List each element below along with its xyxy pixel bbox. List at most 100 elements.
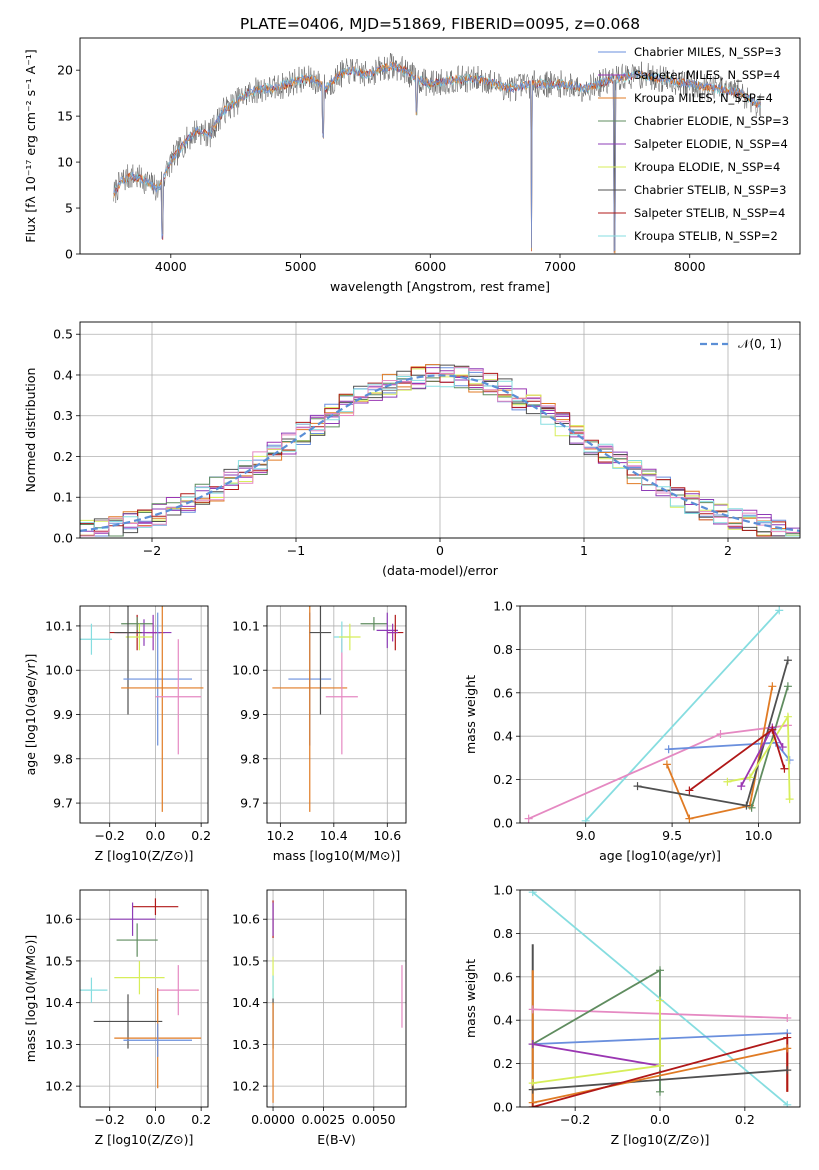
x-tick-label: 0.0 <box>650 1112 670 1127</box>
axes-frame <box>266 605 407 824</box>
plus-marker <box>783 1044 792 1053</box>
y-tick-label: 10.1 <box>232 618 260 633</box>
histogram-step-pink <box>80 366 800 537</box>
x-axis-label: (data-model)/error <box>382 563 499 578</box>
weight-line-kroupa-miles <box>666 686 774 820</box>
x-tick-label: 6000 <box>414 259 446 274</box>
y-tick-label: 10.3 <box>45 1037 73 1052</box>
x-tick-label: 10.2 <box>266 828 294 843</box>
x-tick-label: −0.2 <box>95 1112 125 1127</box>
legend-label: Chabrier MILES, N_SSP=3 <box>634 45 781 59</box>
spectrum-line-chabrier-stelib <box>113 52 762 248</box>
axes-frame <box>79 321 801 539</box>
weight-line-salpeter-stelib <box>532 1036 788 1107</box>
y-tick-label: 1.0 <box>493 883 513 898</box>
x-tick-label: 7000 <box>544 259 576 274</box>
y-tick-label: 0.8 <box>493 642 513 657</box>
y-tick-label: 10.4 <box>45 995 73 1010</box>
plus-marker <box>742 801 751 810</box>
weight-line-kroupa-stelib <box>585 609 780 822</box>
y-tick-label: 0.6 <box>493 969 513 984</box>
plot-area <box>113 52 762 254</box>
y-tick-label: 9.9 <box>53 707 73 722</box>
y-tick-label: 0 <box>65 247 73 262</box>
y-tick-label: 9.9 <box>240 707 260 722</box>
x-tick-label: 9.0 <box>576 828 596 843</box>
y-tick-label: 10.0 <box>232 663 260 678</box>
plus-marker <box>723 777 732 786</box>
plus-marker <box>768 725 777 734</box>
y-tick-label: 0.2 <box>53 449 73 464</box>
x-tick-label: 8000 <box>674 259 706 274</box>
figure-title: PLATE=0406, MJD=51869, FIBERID=0095, z=0… <box>240 15 640 33</box>
y-tick-label: 0.0 <box>493 816 513 831</box>
x-tick-label: −0.2 <box>560 1112 590 1127</box>
x-tick-label: 0.0 <box>145 828 165 843</box>
weight-vs-age-panel: 9.0 9.5 10.0 0.0 0.2 0.4 0.6 0.8 1.0 age [log10(a… <box>463 599 801 863</box>
plus-marker <box>737 782 746 791</box>
y-tick-label: 0.0 <box>53 531 73 546</box>
weight-line-salpeter-stelib <box>688 728 786 792</box>
plus-marker <box>775 606 784 615</box>
axes-frame <box>79 605 209 824</box>
x-tick-label: 9.5 <box>662 828 682 843</box>
weight-line-kroupa-elodie <box>727 713 791 800</box>
legend-label: Kroupa STELIB, N_SSP=2 <box>634 229 778 243</box>
legend-label: Chabrier ELODIE, N_SSP=3 <box>634 114 789 128</box>
y-tick-label: 10 <box>57 155 73 170</box>
plus-marker <box>656 996 664 1005</box>
plus-marker <box>747 803 756 812</box>
y-axis-label: age [log10(age/yr)] <box>23 654 38 776</box>
weight-vs-metallicity-panel: −0.2 0.0 0.2 0.0 0.2 0.4 0.6 0.8 1.0 Z [log10(Z/Z… <box>463 883 801 1147</box>
plus-marker <box>716 730 725 739</box>
x-tick-label: 0.0000 <box>251 1112 295 1127</box>
weight-line-chabrier-miles <box>668 741 791 761</box>
legend-label: Salpeter STELIB, N_SSP=4 <box>634 206 785 220</box>
age-vs-mass-panel: 10.2 10.4 10.6 9.7 9.8 9.9 10.0 10.1 mass [log10… <box>232 605 407 863</box>
plus-marker <box>783 1066 792 1075</box>
y-tick-label: 10.0 <box>45 663 73 678</box>
y-tick-label: 10.1 <box>45 618 73 633</box>
y-tick-label: 10.6 <box>45 912 73 927</box>
plus-marker <box>768 682 777 691</box>
y-tick-label: 0.4 <box>53 367 73 382</box>
x-tick-label: 0.2 <box>191 1112 211 1127</box>
axes-frame <box>79 37 801 255</box>
x-axis-label: Z [log10(Z/Z⊙)] <box>95 1132 194 1147</box>
mass-vs-ebv-panel: 0.0000 0.0025 0.0050 10.2 10.3 10.4 10.5 10.6 E(… <box>232 889 407 1147</box>
x-tick-label: 10.6 <box>373 828 401 843</box>
plus-marker <box>656 966 664 975</box>
plus-marker <box>783 712 792 721</box>
x-tick-label: 10.0 <box>745 828 773 843</box>
x-axis-label: age [log10(age/yr)] <box>599 848 721 863</box>
weight-line-kroupa-miles <box>532 1047 788 1104</box>
x-tick-label: 0.2 <box>191 828 211 843</box>
plus-marker <box>528 1103 537 1107</box>
legend-label: Kroupa MILES, N_SSP=4 <box>634 91 773 105</box>
x-tick-label: 0 <box>436 543 444 558</box>
x-axis-label: E(B-V) <box>317 1132 356 1147</box>
y-axis-label: mass weight <box>463 675 478 754</box>
plus-marker <box>780 764 789 773</box>
plus-marker <box>528 1085 537 1094</box>
legend-label: Kroupa ELODIE, N_SSP=4 <box>634 160 780 174</box>
y-tick-label: 0.5 <box>53 327 73 342</box>
weight-line-chabrier-stelib <box>532 1069 788 1091</box>
plus-marker <box>633 782 642 791</box>
weight-line-salpeter-miles <box>532 1043 661 1067</box>
spectrum-panel: 4000 5000 6000 7000 8000 0 5 10 15 20 wavelength [… <box>23 37 801 294</box>
axes-frame <box>79 889 209 1108</box>
plus-marker <box>745 773 754 782</box>
x-axis-label: wavelength [Angstrom, rest frame] <box>330 279 550 294</box>
x-tick-label: 0.0025 <box>302 1112 346 1127</box>
y-tick-label: 10.6 <box>232 912 260 927</box>
y-tick-label: 1.0 <box>493 599 513 614</box>
x-tick-label: −1 <box>287 543 305 558</box>
histogram-step-kroupa-stelib <box>80 367 800 537</box>
legend-label: Chabrier STELIB, N_SSP=3 <box>634 183 786 197</box>
x-tick-label: 1 <box>580 543 588 558</box>
plus-marker <box>685 814 694 823</box>
histogram-step-salpeter-stelib <box>80 367 800 537</box>
y-tick-label: 20 <box>57 63 73 78</box>
